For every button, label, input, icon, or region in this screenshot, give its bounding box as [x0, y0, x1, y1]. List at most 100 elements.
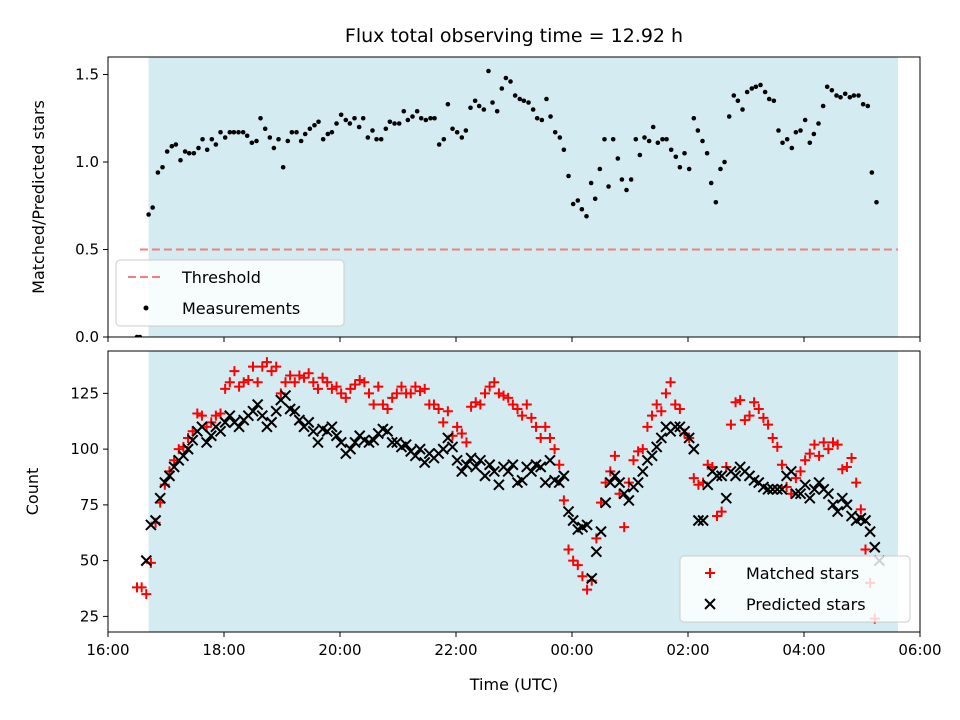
predicted-star-point: [683, 432, 695, 444]
matched-star-point: [582, 584, 593, 595]
predicted-star-point: [669, 421, 681, 433]
predicted-star-point: [205, 430, 217, 442]
measurement-point: [548, 114, 553, 119]
predicted-star-point: [154, 492, 166, 504]
matched-star-point: [368, 399, 379, 410]
predicted-star-point: [655, 432, 668, 444]
axes-frame: [107, 56, 921, 338]
legend-predicted-label: Predicted stars: [746, 595, 866, 614]
measurement-point: [633, 136, 639, 142]
predicted-star-point: [618, 488, 630, 500]
predicted-star-point: [729, 470, 742, 482]
measurement-point: [454, 129, 460, 135]
predicted-star-point: [869, 541, 881, 553]
measurement-point: [597, 166, 603, 172]
predicted-star-point: [418, 456, 431, 469]
measurement-point: [271, 145, 277, 151]
matched-star-point: [234, 381, 245, 392]
matched-star-point: [419, 383, 430, 394]
predicted-star-point: [831, 505, 844, 518]
predicted-star-point: [307, 425, 320, 437]
predicted-star-point: [442, 432, 454, 444]
matched-star-point: [299, 372, 310, 383]
measurement-point: [441, 136, 447, 142]
y-tick-label: 100: [70, 440, 99, 458]
predicted-star-point: [799, 479, 811, 491]
measurement-point: [213, 142, 219, 147]
measurement-point: [726, 114, 732, 119]
matched-star-point: [456, 428, 467, 439]
measurement-point: [468, 105, 473, 111]
measurement-point: [356, 124, 362, 130]
legend-measurements-label: Measurements: [182, 299, 300, 318]
predicted-star-point: [409, 450, 422, 462]
measurement-point: [780, 140, 785, 146]
measurement-point: [374, 136, 379, 142]
measurement-point: [178, 157, 183, 163]
matched-star-point: [442, 406, 453, 417]
predicted-star-point: [437, 443, 449, 455]
measurement-point: [602, 136, 607, 142]
y-tick-label: 1.5: [75, 66, 99, 84]
measurement-point: [325, 131, 331, 137]
predicted-star-point: [196, 421, 208, 433]
measurement-point: [244, 133, 250, 139]
predicted-star-point: [279, 389, 292, 402]
matched-star-point: [860, 544, 871, 555]
measurement-point: [802, 117, 808, 123]
matched-star-point: [391, 388, 402, 399]
measurement-point: [762, 89, 768, 95]
measurement-point: [816, 121, 821, 126]
predicted-star-point: [553, 476, 565, 489]
measurement-point: [294, 129, 299, 135]
y-tick-label: 125: [70, 384, 99, 402]
y-tick-label: 25: [80, 607, 99, 625]
measurement-point: [753, 84, 759, 90]
measurement-point: [708, 180, 714, 186]
measurement-point: [320, 136, 326, 142]
matched-star-point: [373, 381, 384, 392]
predicted-star-point: [219, 416, 231, 429]
matched-star-point: [345, 383, 356, 394]
measurement-point: [472, 98, 478, 104]
predicted-star-point: [590, 546, 603, 558]
matched-star-point: [828, 437, 838, 448]
measurement-point: [771, 98, 777, 104]
matched-star-point: [396, 381, 407, 392]
measurement-point: [677, 164, 683, 170]
predicted-star-point: [864, 525, 876, 538]
predicted-star-point: [637, 465, 649, 478]
measurement-point: [784, 136, 790, 142]
measurement-point: [316, 119, 321, 125]
matched-star-point: [535, 432, 546, 443]
matched-star-point: [461, 437, 472, 448]
legend-matched-swatch: [705, 568, 715, 578]
measurement-point: [664, 136, 669, 142]
x-tick-label: 20:00: [318, 641, 361, 659]
matched-star-point: [438, 417, 449, 428]
measurement-point: [829, 87, 835, 93]
predicted-star-point: [483, 459, 496, 471]
matched-star-point: [577, 571, 588, 582]
matched-star-point: [257, 361, 268, 372]
measurement-point: [267, 135, 273, 140]
predicted-star-point: [256, 409, 268, 422]
measurement-point: [534, 115, 540, 121]
predicted-star-point: [859, 514, 872, 527]
measurement-point: [673, 154, 679, 160]
y-tick-label: 0.0: [75, 328, 99, 346]
measurement-point: [874, 199, 879, 205]
matched-star-point: [312, 383, 323, 394]
measurement-point: [824, 84, 830, 90]
matched-star-point: [763, 419, 774, 430]
measurement-point: [231, 129, 237, 135]
matched-star-point: [410, 381, 421, 392]
measurement-point: [218, 129, 223, 135]
measurement-point: [445, 101, 451, 107]
predicted-star-point: [808, 483, 821, 495]
matched-star-point: [336, 388, 347, 399]
predicted-star-point: [265, 416, 278, 429]
measurement-point: [508, 79, 513, 84]
matched-star-point: [405, 388, 416, 399]
predicted-star-point: [581, 519, 593, 531]
